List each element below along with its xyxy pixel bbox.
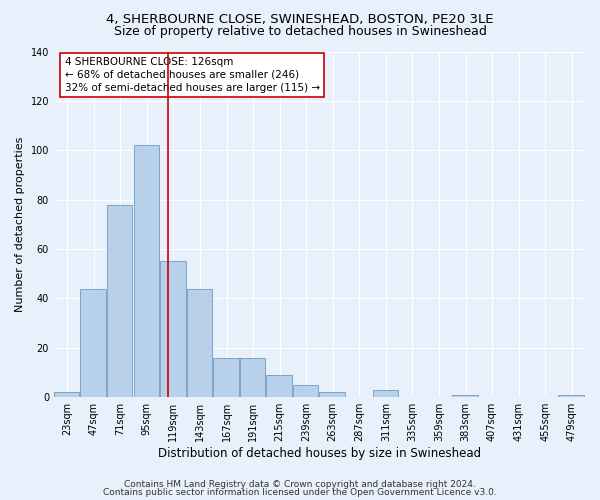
Bar (373, 390, 398, 397)
Bar (240, 358, 265, 397)
Bar (187, 288, 212, 397)
Bar (54, 392, 79, 397)
Text: Contains HM Land Registry data © Crown copyright and database right 2024.: Contains HM Land Registry data © Crown c… (124, 480, 476, 489)
Bar (266, 375, 292, 397)
Bar (319, 392, 345, 397)
Text: Contains public sector information licensed under the Open Government Licence v3: Contains public sector information licen… (103, 488, 497, 497)
Text: Size of property relative to detached houses in Swineshead: Size of property relative to detached ho… (113, 25, 487, 38)
Text: 4 SHERBOURNE CLOSE: 126sqm
← 68% of detached houses are smaller (246)
32% of sem: 4 SHERBOURNE CLOSE: 126sqm ← 68% of deta… (65, 56, 320, 93)
Bar (134, 146, 159, 397)
Bar (559, 394, 584, 397)
Bar (160, 262, 185, 397)
Bar (293, 385, 319, 397)
Bar (107, 204, 133, 397)
Bar (452, 394, 478, 397)
Bar (80, 288, 106, 397)
Bar (213, 358, 239, 397)
X-axis label: Distribution of detached houses by size in Swineshead: Distribution of detached houses by size … (158, 447, 481, 460)
Text: 4, SHERBOURNE CLOSE, SWINESHEAD, BOSTON, PE20 3LE: 4, SHERBOURNE CLOSE, SWINESHEAD, BOSTON,… (106, 12, 494, 26)
Y-axis label: Number of detached properties: Number of detached properties (15, 136, 25, 312)
